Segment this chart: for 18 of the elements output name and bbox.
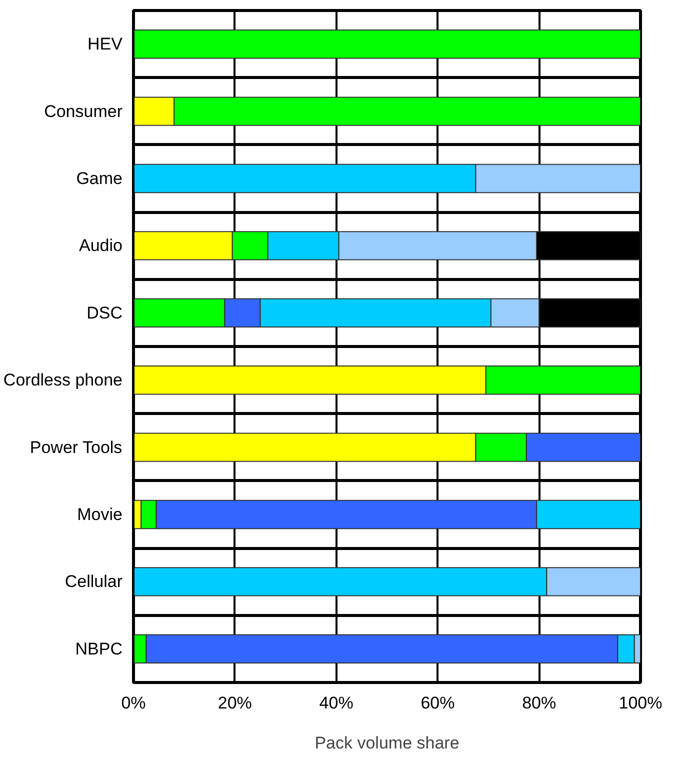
y-tick-label: Cordless phone (3, 370, 123, 390)
x-tick-label: 80% (522, 694, 556, 712)
y-tick-label: DSC (86, 303, 123, 322)
y-tick-label: Cellular (64, 572, 123, 592)
y-tick-label: NBPC (75, 639, 123, 658)
bar (134, 29, 640, 59)
x-tick-label: 100% (618, 694, 662, 712)
x-tick-label: 60% (420, 694, 455, 712)
y-tick-label: Movie (77, 505, 123, 524)
y-tick-label: Audio (79, 236, 123, 256)
x-tick-label: 0% (121, 694, 146, 712)
x-tick-label: 20% (218, 694, 252, 712)
x-tick-label: 40% (319, 694, 354, 712)
x-axis-title: Pack volume share (314, 734, 460, 752)
y-tick-label: HEV (88, 34, 124, 54)
y-tick-label: Power Tools (30, 438, 122, 457)
y-tick-label: Consumer (44, 102, 123, 121)
y-tick-label: Game (76, 169, 123, 188)
